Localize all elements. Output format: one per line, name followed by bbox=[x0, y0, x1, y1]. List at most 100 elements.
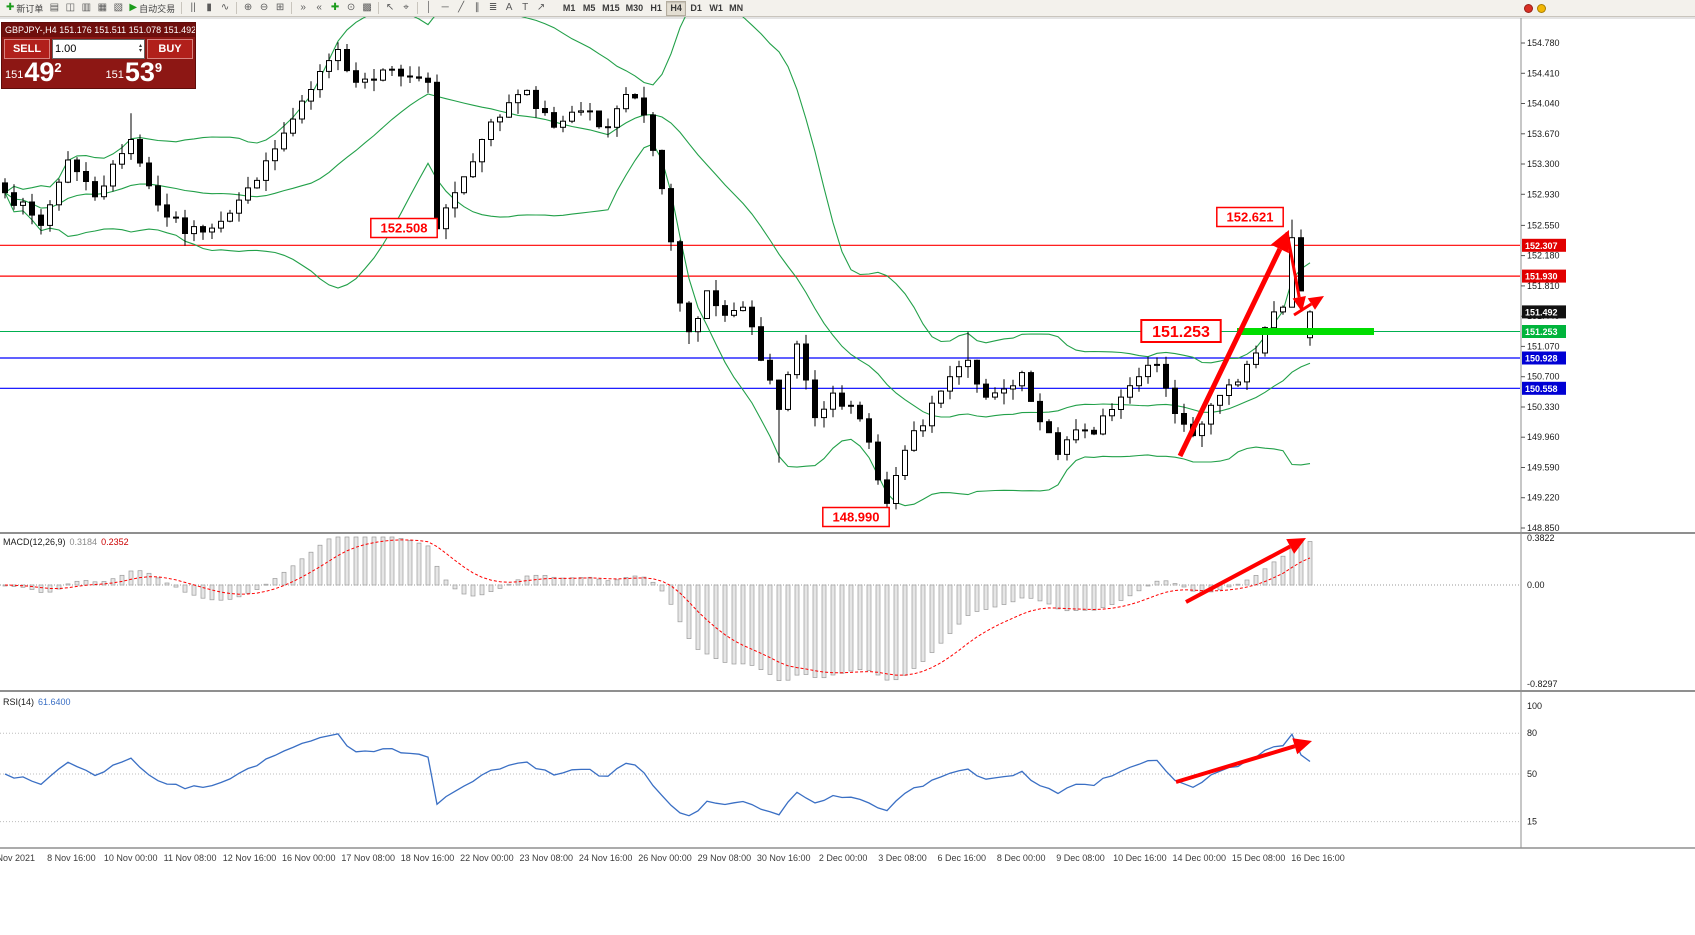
svg-text:150.558: 150.558 bbox=[1525, 384, 1558, 394]
crosshair-icon: ⌖ bbox=[403, 2, 409, 13]
timeframe-button-mn[interactable]: MN bbox=[726, 1, 746, 16]
sell-button[interactable]: SELL bbox=[4, 39, 50, 59]
candlestick-chart-button[interactable]: ▮ bbox=[201, 1, 217, 16]
market-watch-button[interactable]: ▤ bbox=[46, 1, 62, 16]
price-tick-label: 149.590 bbox=[1527, 463, 1560, 473]
annotation-label-151.253[interactable]: 151.253 bbox=[1140, 319, 1222, 343]
buy-button[interactable]: BUY bbox=[147, 39, 193, 59]
time-axis-label: 24 Nov 16:00 bbox=[579, 853, 633, 863]
timeframe-button-m30[interactable]: M30 bbox=[623, 1, 647, 16]
timeframe-button-m5[interactable]: M5 bbox=[579, 1, 599, 16]
time-axis-label: 16 Dec 16:00 bbox=[1291, 853, 1345, 863]
chart-shift-icon: « bbox=[316, 2, 322, 13]
market-watch-icon: ▤ bbox=[49, 2, 60, 13]
annotation-label-152.621[interactable]: 152.621 bbox=[1216, 206, 1284, 228]
navigator-button[interactable]: ▥ bbox=[78, 1, 94, 16]
zoom-in-button[interactable]: ⊕ bbox=[240, 1, 256, 16]
channel-button[interactable]: ∥ bbox=[469, 1, 485, 16]
autotrading-button[interactable]: ▶ 自动交易 bbox=[126, 1, 178, 16]
indicators-button[interactable]: ✚ bbox=[327, 1, 343, 16]
horizontal-line-button[interactable]: ─ bbox=[437, 1, 453, 16]
annotation-label-148.990[interactable]: 148.990 bbox=[822, 506, 890, 528]
toolbar-separator bbox=[181, 2, 183, 14]
text-icon: A bbox=[505, 2, 513, 13]
periods-button[interactable]: ⊙ bbox=[343, 1, 359, 16]
svg-text:152.307: 152.307 bbox=[1525, 241, 1558, 251]
buy-price-big: 53 bbox=[124, 57, 155, 87]
bollinger-middle-band bbox=[4, 93, 1311, 418]
price-tick-label: 153.300 bbox=[1527, 159, 1560, 169]
templates-button[interactable]: ▩ bbox=[359, 1, 375, 16]
sell-price[interactable]: 151 49 2 bbox=[5, 59, 92, 86]
terminal-button[interactable]: ▦ bbox=[94, 1, 110, 16]
price-tick-label: 153.670 bbox=[1527, 129, 1560, 139]
price-axis[interactable]: 154.780 154.410 154.040 153.670 153.300 152.9… bbox=[1521, 38, 1566, 533]
tile-windows-button[interactable]: ⊞ bbox=[272, 1, 288, 16]
annotations[interactable]: 152.508 152.621 151.253 148.990 bbox=[370, 206, 1324, 784]
timeframe-button-h4[interactable]: H4 bbox=[666, 0, 687, 16]
new-order-button[interactable]: ✚ 新订单 bbox=[3, 1, 46, 16]
cursor-button[interactable]: ↖ bbox=[382, 1, 398, 16]
text-button[interactable]: A bbox=[501, 1, 517, 16]
alert-icon[interactable] bbox=[1524, 3, 1533, 13]
macd-histogram bbox=[2, 536, 1313, 681]
time-axis-label: 12 Nov 16:00 bbox=[223, 853, 277, 863]
price-tick-label: 151.070 bbox=[1527, 341, 1560, 351]
timeframe-button-m15[interactable]: M15 bbox=[599, 1, 623, 16]
timeframe-button-d1[interactable]: D1 bbox=[686, 1, 706, 16]
notification-icon[interactable] bbox=[1537, 3, 1546, 13]
zoom-out-button[interactable]: ⊖ bbox=[256, 1, 272, 16]
lot-decrease-button[interactable]: ▾ bbox=[138, 48, 142, 54]
macd-panel: 0.3822 0.00 -0.8297 bbox=[0, 533, 1558, 689]
time-axis-label: 16 Nov 00:00 bbox=[282, 853, 336, 863]
fibonacci-icon: ≣ bbox=[488, 2, 498, 13]
highlight-price-segment[interactable] bbox=[1237, 328, 1374, 335]
vertical-line-button[interactable]: │ bbox=[421, 1, 437, 16]
new-order-label: 新订单 bbox=[16, 3, 44, 14]
time-axis[interactable]: 5 Nov 2021 8 Nov 16:00 10 Nov 00:00 11 Nov … bbox=[0, 853, 1345, 863]
data-window-icon: ◫ bbox=[65, 2, 76, 13]
time-axis-label: 26 Nov 00:00 bbox=[638, 853, 692, 863]
sell-price-pip: 2 bbox=[54, 59, 62, 75]
chart-shift-button[interactable]: « bbox=[311, 1, 327, 16]
svg-text:151.253: 151.253 bbox=[1525, 327, 1558, 337]
timeframe-button-m1[interactable]: M1 bbox=[559, 1, 579, 16]
buy-price-figure: 151 bbox=[105, 68, 124, 81]
strategy-tester-button[interactable]: ▧ bbox=[110, 1, 126, 16]
arrows-button[interactable]: ↗ bbox=[533, 1, 549, 16]
rsi-axis-label: 50 bbox=[1527, 769, 1537, 779]
auto-scroll-icon: » bbox=[300, 2, 306, 13]
line-chart-button[interactable]: ∿ bbox=[217, 1, 233, 16]
bar-chart-button[interactable]: || bbox=[185, 1, 201, 16]
macd-trend-arrow[interactable] bbox=[1185, 538, 1306, 604]
timeframe-button-h1[interactable]: H1 bbox=[646, 1, 666, 16]
annotation-label-152.508[interactable]: 152.508 bbox=[370, 217, 438, 239]
buy-price[interactable]: 151 53 9 bbox=[92, 57, 193, 87]
time-axis-label: 15 Dec 08:00 bbox=[1232, 853, 1286, 863]
lot-increase-button[interactable]: ▴ bbox=[138, 43, 142, 49]
time-axis-label: 9 Dec 08:00 bbox=[1056, 853, 1105, 863]
rsi-value: 61.6400 bbox=[38, 697, 71, 707]
label-button[interactable]: T bbox=[517, 1, 533, 16]
toolbar-right-icons bbox=[1524, 3, 1546, 13]
toolbar-buttons: ✚ 新订单 ▤ ◫ ▥ ▦ ▧ ▶ 自动交易 || ▮ ∿ ⊕ ⊖ ⊞ » « ✚ ⊙ ▩ ↖ ⌖ │ ─ ╱ ∥ ≣ A T ↗ bbox=[3, 1, 549, 16]
buy-price-pip: 9 bbox=[154, 59, 163, 75]
timeframe-button-w1[interactable]: W1 bbox=[706, 1, 726, 16]
auto-scroll-button[interactable]: » bbox=[295, 1, 311, 16]
lot-size-field[interactable]: 1.00 ▴ ▾ bbox=[52, 39, 145, 59]
periods-icon: ⊙ bbox=[346, 2, 356, 13]
main-up-trend-arrow[interactable] bbox=[1177, 230, 1289, 458]
price-tick-label: 149.220 bbox=[1527, 493, 1560, 503]
data-window-button[interactable]: ◫ bbox=[62, 1, 78, 16]
bar-chart-icon: || bbox=[190, 2, 196, 13]
time-axis-label: 14 Dec 00:00 bbox=[1173, 853, 1227, 863]
rsi-trend-arrow[interactable] bbox=[1175, 738, 1312, 784]
trendline-button[interactable]: ╱ bbox=[453, 1, 469, 16]
crosshair-button[interactable]: ⌖ bbox=[398, 1, 414, 16]
time-axis-label: 23 Nov 08:00 bbox=[520, 853, 574, 863]
time-axis-label: 3 Dec 08:00 bbox=[878, 853, 927, 863]
fibonacci-button[interactable]: ≣ bbox=[485, 1, 501, 16]
toolbar-separator bbox=[291, 2, 293, 14]
main-bounce-arrow[interactable] bbox=[1293, 296, 1324, 317]
